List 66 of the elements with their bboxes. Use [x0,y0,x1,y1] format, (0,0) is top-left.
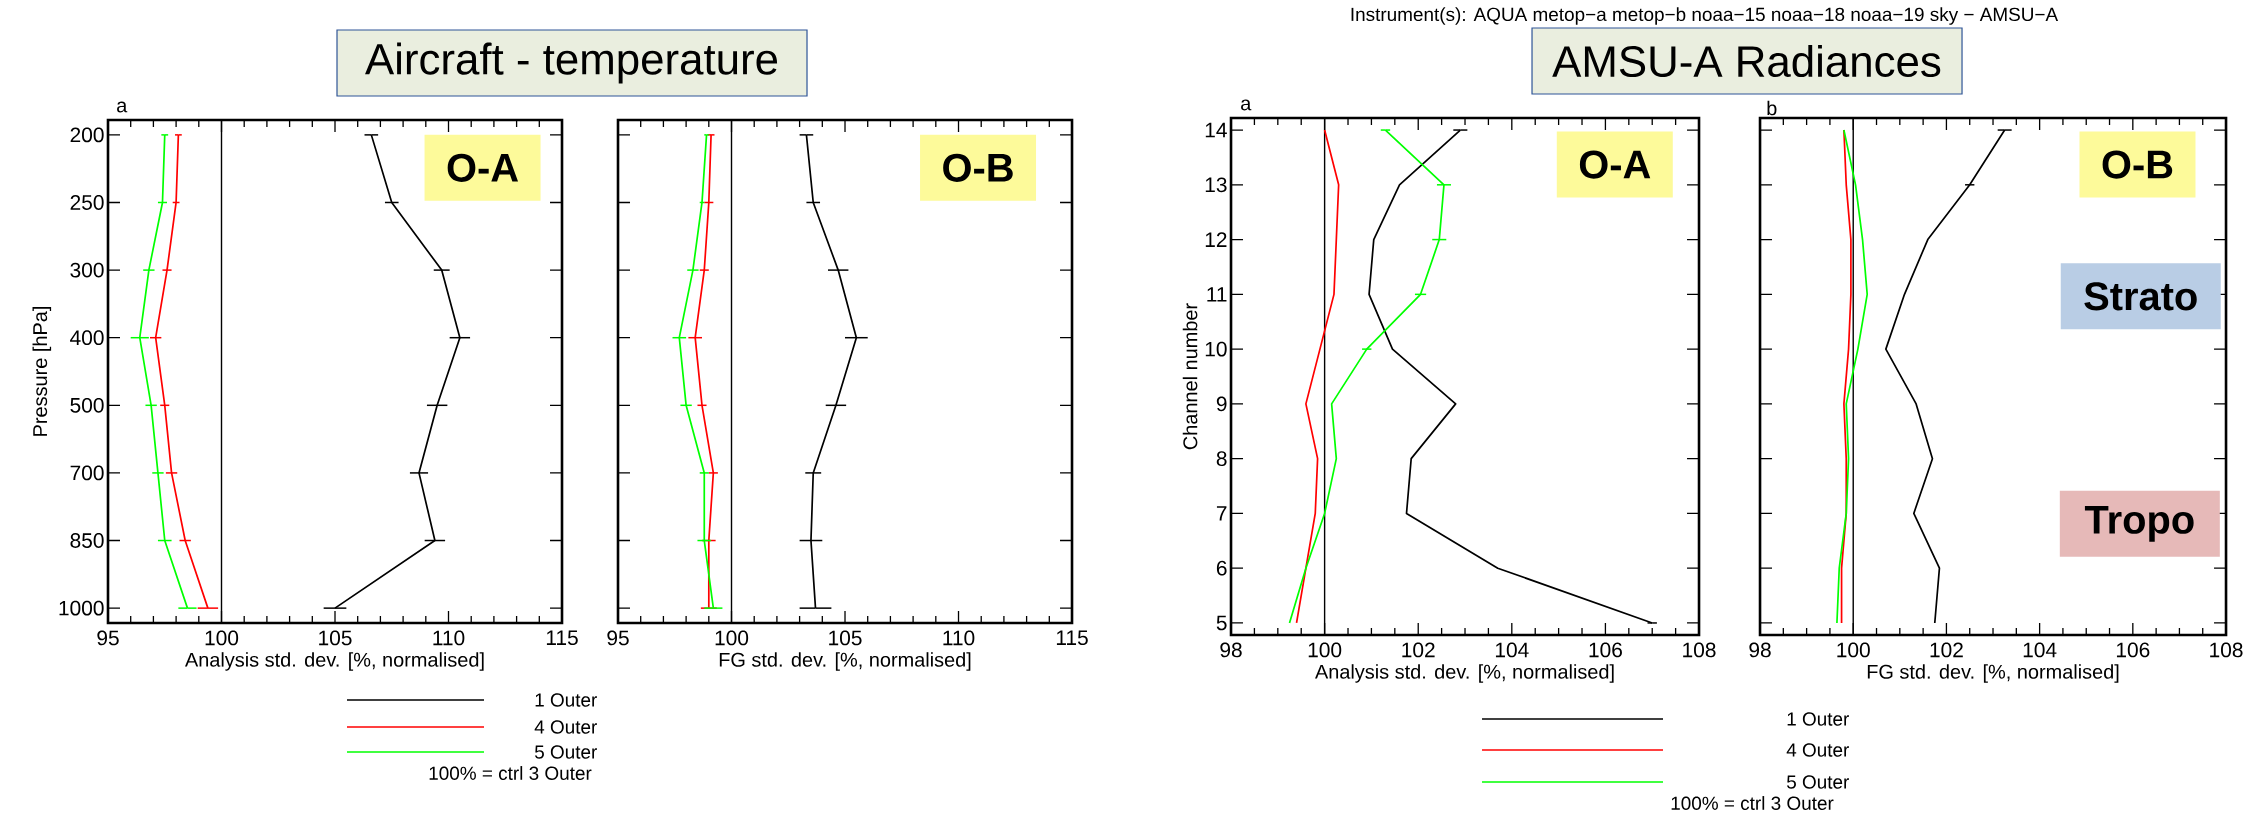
y-tick-label: 9 [1216,396,1227,412]
text: a [117,101,128,113]
chart-subtitle: Instrument(s): AQUA metop−a metop−b noaa−15 noaa−18 noaa−19 sky − AMSU−A [1351,7,2059,25]
x-axis-title: FG std. dev. [%, normalised] [719,652,971,671]
y-tick-label: 250 [70,195,104,210]
x-tick-label: 104 [1495,642,1529,658]
x-tick-label: 106 [1589,642,1622,658]
x-axis-title: Analysis std. dev. [%, normalised] [184,652,484,671]
text: b [1767,100,1777,116]
y-tick-label: 400 [70,330,104,346]
text: 1 Outer [1787,712,1850,726]
x-tick-label: 102 [1930,642,1963,658]
x-tick-label: 98 [1749,642,1771,658]
text: 4 Outer [534,720,597,734]
y-tick-label: 10 [1205,341,1227,357]
x-tick-label: 108 [2210,642,2243,658]
y-tick-label: 14 [1205,122,1227,138]
y-tick-label: 300 [70,262,104,278]
text: 5 Outer [1786,775,1850,789]
y-tick-label: 200 [70,127,104,143]
annotation: Strato [2084,282,2197,311]
y-tick-label: 11 [1207,287,1227,302]
annotation: O-A [1579,150,1651,179]
text: 1 Outer [535,693,597,707]
x-tick-label: 95 [607,630,629,646]
x-tick-label: 104 [2023,642,2057,658]
x-tick-label: 100 [715,630,749,646]
x-tick-label: 115 [1056,630,1088,646]
text: 100% = ctrl 3 Outer [429,766,592,780]
x-tick-label: 105 [319,630,352,646]
x-axis-title: FG std. dev. [%, normalised] [1867,664,2119,683]
x-tick-label: 110 [943,630,975,646]
annotation: O-B [2102,150,2173,179]
y-tick-label: 850 [70,533,104,548]
y-tick-label: 8 [1216,451,1227,467]
text: 4 Outer [1786,743,1850,757]
x-tick-label: 100 [1837,642,1870,658]
x-tick-label: 108 [1683,642,1716,658]
y-tick-label: 5 [1216,615,1227,631]
x-tick-label: 115 [546,630,578,646]
x-tick-label: 110 [433,630,465,646]
x-tick-label: 105 [829,630,862,646]
x-tick-label: 106 [2116,642,2150,658]
y-tick-label: 7 [1216,506,1227,521]
y-tick-label: 500 [70,397,104,413]
chart-title: AMSU-A Radiances [1552,44,1941,78]
text: 5 Outer [534,745,597,759]
annotation: O-B [943,153,1013,182]
y-axis-title: Channel number [1182,303,1198,450]
y-tick-label: 1000 [59,600,104,616]
x-tick-label: 100 [205,630,239,646]
y-tick-label: 13 [1205,177,1227,193]
x-tick-label: 100 [1308,642,1342,658]
chart-title: Aircraft - temperature [365,42,778,84]
x-tick-label: 98 [1220,642,1242,658]
x-tick-label: 102 [1402,642,1435,658]
y-tick-label: 12 [1205,232,1227,247]
y-tick-label: 6 [1216,560,1227,576]
annotation: Tropo [2084,506,2194,542]
x-tick-label: 95 [97,630,119,646]
text: a [1241,99,1252,111]
y-axis-title: Pressure [hPa] [32,307,52,436]
y-tick-label: 700 [70,465,104,481]
text: 100% = ctrl 3 Outer [1671,796,1834,810]
x-axis-title: Analysis std. dev. [%, normalised] [1314,664,1614,683]
annotation: O-A [447,153,519,182]
